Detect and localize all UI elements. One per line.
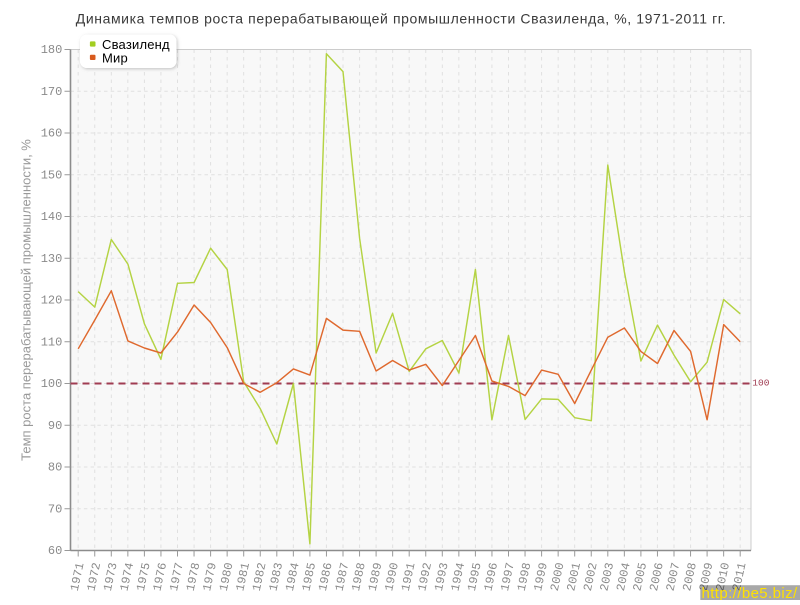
svg-text:1973: 1973 xyxy=(101,561,121,592)
svg-text:1996: 1996 xyxy=(482,561,502,592)
svg-text:1985: 1985 xyxy=(300,561,320,592)
svg-text:100: 100 xyxy=(41,377,63,391)
svg-text:1980: 1980 xyxy=(217,561,237,592)
svg-text:120: 120 xyxy=(41,294,63,308)
svg-text:1990: 1990 xyxy=(382,561,402,592)
svg-text:1993: 1993 xyxy=(432,561,452,592)
svg-text:1991: 1991 xyxy=(399,561,419,592)
svg-text:2009: 2009 xyxy=(697,561,717,592)
svg-text:1998: 1998 xyxy=(515,561,535,592)
svg-text:1974: 1974 xyxy=(117,561,137,592)
svg-text:2002: 2002 xyxy=(581,561,601,592)
svg-text:110: 110 xyxy=(41,335,63,349)
svg-text:1981: 1981 xyxy=(233,561,253,592)
svg-text:90: 90 xyxy=(48,419,62,433)
svg-text:2006: 2006 xyxy=(647,561,667,592)
svg-text:1988: 1988 xyxy=(349,561,369,592)
svg-text:70: 70 xyxy=(48,503,62,517)
svg-text:1989: 1989 xyxy=(366,561,386,592)
svg-text:1975: 1975 xyxy=(134,561,154,592)
svg-text:http://be5.biz/: http://be5.biz/ xyxy=(702,585,798,600)
svg-text:1979: 1979 xyxy=(200,561,220,592)
svg-text:2003: 2003 xyxy=(597,561,617,592)
svg-text:2011: 2011 xyxy=(730,561,750,592)
svg-text:2001: 2001 xyxy=(564,561,584,592)
svg-text:1972: 1972 xyxy=(84,561,104,592)
svg-text:150: 150 xyxy=(41,168,63,182)
svg-text:80: 80 xyxy=(48,461,62,475)
svg-text:Свазиленд: Свазиленд xyxy=(102,37,170,52)
svg-text:Мир: Мир xyxy=(102,50,128,65)
svg-text:2000: 2000 xyxy=(548,561,568,592)
svg-text:2004: 2004 xyxy=(614,561,634,592)
svg-text:100: 100 xyxy=(752,378,769,389)
svg-text:1992: 1992 xyxy=(415,561,435,592)
svg-text:1999: 1999 xyxy=(531,561,551,592)
svg-text:2008: 2008 xyxy=(680,561,700,592)
svg-text:140: 140 xyxy=(41,210,63,224)
svg-text:170: 170 xyxy=(41,85,63,99)
svg-text:1984: 1984 xyxy=(283,561,303,592)
svg-text:2007: 2007 xyxy=(664,561,684,592)
svg-text:1995: 1995 xyxy=(465,561,485,592)
svg-text:1994: 1994 xyxy=(448,561,468,592)
svg-text:1978: 1978 xyxy=(184,561,204,592)
svg-text:2010: 2010 xyxy=(713,561,733,592)
svg-text:2005: 2005 xyxy=(631,561,651,592)
svg-text:1983: 1983 xyxy=(266,561,286,592)
svg-text:1977: 1977 xyxy=(167,561,187,592)
svg-text:160: 160 xyxy=(41,127,63,141)
svg-text:1976: 1976 xyxy=(151,561,171,592)
svg-text:180: 180 xyxy=(41,43,63,57)
svg-text:1997: 1997 xyxy=(498,561,518,592)
svg-text:1987: 1987 xyxy=(333,561,353,592)
svg-text:130: 130 xyxy=(41,252,63,266)
svg-text:Темп роста перерабатывающей пр: Темп роста перерабатывающей промышленнос… xyxy=(19,139,34,461)
svg-text:Динамика темпов роста перераба: Динамика темпов роста перерабатывающей п… xyxy=(76,11,727,27)
svg-text:60: 60 xyxy=(48,544,62,558)
svg-text:1982: 1982 xyxy=(250,561,270,592)
svg-text:1971: 1971 xyxy=(68,561,88,592)
svg-text:1986: 1986 xyxy=(316,561,336,592)
